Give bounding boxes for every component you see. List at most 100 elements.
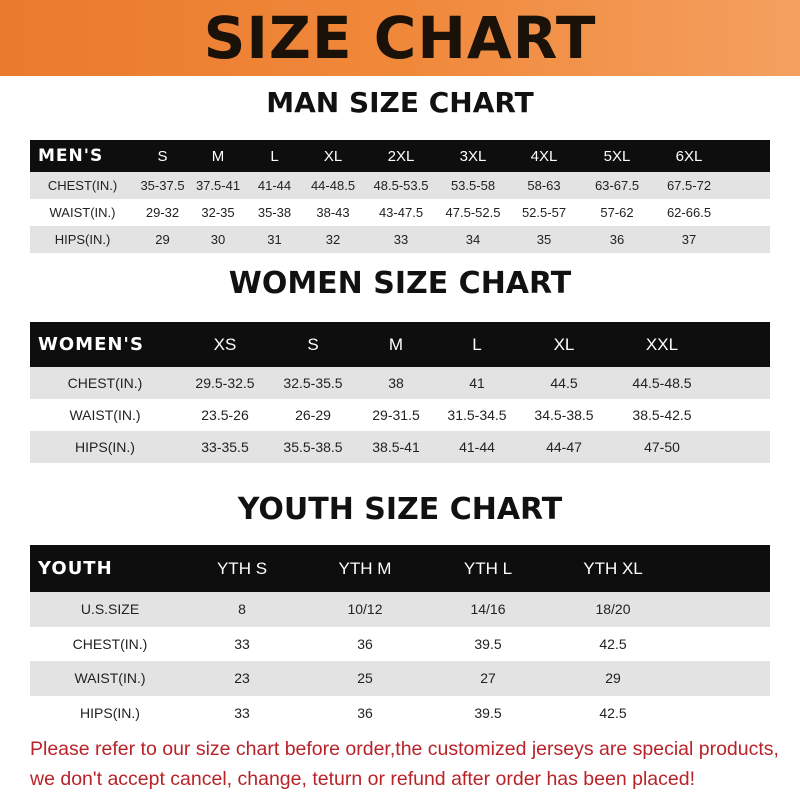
size-header-cell: YTH XL <box>540 545 686 592</box>
measurement-cell: 44-47 <box>518 431 610 463</box>
measurement-cell: 35 <box>507 226 581 253</box>
row-label-cell: U.S.SIZE <box>30 592 190 627</box>
row-filler <box>686 661 770 696</box>
measurement-cell: 23 <box>190 661 294 696</box>
order-notice: Please refer to our size chart before or… <box>30 734 790 794</box>
measurement-cell: 25 <box>294 661 436 696</box>
measurement-cell: 39.5 <box>436 626 540 661</box>
youth-section-title: YOUTH SIZE CHART <box>237 492 563 527</box>
measurement-cell: 53.5-58 <box>439 172 507 199</box>
page-title: SIZE CHART <box>203 4 597 72</box>
measurement-cell: 33-35.5 <box>180 431 270 463</box>
order-notice-line-2: we don't accept cancel, change, teturn o… <box>30 768 695 790</box>
table-row: CHEST(IN.) 29.5-32.5 32.5-35.5 38 41 44.5 44.5… <box>30 367 770 399</box>
measurement-cell: 37.5-41 <box>190 172 246 199</box>
measurement-cell: 44.5 <box>518 367 610 399</box>
measurement-cell: 42.5 <box>540 695 686 730</box>
size-header-cell: 4XL <box>507 140 581 172</box>
measurement-cell: 23.5-26 <box>180 399 270 431</box>
men-section-title: MAN SIZE CHART <box>266 86 534 119</box>
measurement-cell: 29-32 <box>135 199 190 226</box>
measurement-cell: 44-48.5 <box>303 172 363 199</box>
measurement-cell: 35.5-38.5 <box>270 431 356 463</box>
row-filler <box>686 626 770 661</box>
size-header-cell: XS <box>180 322 270 367</box>
measurement-cell: 36 <box>294 695 436 730</box>
measurement-cell: 33 <box>190 626 294 661</box>
measurement-cell: 26-29 <box>270 399 356 431</box>
measurement-cell: 29 <box>135 226 190 253</box>
measurement-cell: 32.5-35.5 <box>270 367 356 399</box>
measurement-cell: 14/16 <box>436 592 540 627</box>
measurement-cell: 35-38 <box>246 199 303 226</box>
size-header-cell: S <box>270 322 356 367</box>
measurement-cell: 29-31.5 <box>356 399 436 431</box>
row-label-cell: HIPS(IN.) <box>30 431 180 463</box>
measurement-cell: 34 <box>439 226 507 253</box>
measurement-cell: 38-43 <box>303 199 363 226</box>
row-filler <box>686 695 770 730</box>
measurement-cell: 38.5-42.5 <box>610 399 714 431</box>
row-filler <box>714 399 770 431</box>
row-filler <box>714 367 770 399</box>
header-filler <box>714 322 770 367</box>
header-label-cell: YOUTH <box>30 545 190 592</box>
measurement-cell: 41-44 <box>436 431 518 463</box>
size-header-cell: 6XL <box>653 140 725 172</box>
header-label-cell: MEN'S <box>30 140 135 172</box>
table-row: CHEST(IN.) 35-37.5 37.5-41 41-44 44-48.5 48.5… <box>30 172 770 199</box>
header-filler <box>686 545 770 592</box>
measurement-cell: 31 <box>246 226 303 253</box>
table-header-row: WOMEN'S XS S M L XL XXL <box>30 322 770 367</box>
header-label-cell: WOMEN'S <box>30 322 180 367</box>
women-size-table: WOMEN'S XS S M L XL XXL CHEST(IN.) 29.5-32.5 32.… <box>30 322 770 463</box>
men-size-table: MEN'S S M L XL 2XL 3XL 4XL 5XL 6XL CHEST(IN.) 35-3… <box>30 140 770 253</box>
measurement-cell: 34.5-38.5 <box>518 399 610 431</box>
measurement-cell: 41-44 <box>246 172 303 199</box>
table-header-row: MEN'S S M L XL 2XL 3XL 4XL 5XL 6XL <box>30 140 770 172</box>
measurement-cell: 47.5-52.5 <box>439 199 507 226</box>
row-label-cell: CHEST(IN.) <box>30 367 180 399</box>
size-header-cell: YTH M <box>294 545 436 592</box>
table-row: HIPS(IN.) 29 30 31 32 33 34 35 36 37 <box>30 226 770 253</box>
size-header-cell: XL <box>303 140 363 172</box>
size-header-cell: M <box>356 322 436 367</box>
measurement-cell: 63-67.5 <box>581 172 653 199</box>
row-filler <box>725 226 770 253</box>
row-filler <box>686 592 770 627</box>
table-row: HIPS(IN.) 33 36 39.5 42.5 <box>30 695 770 730</box>
women-section-title: WOMEN SIZE CHART <box>228 266 572 301</box>
measurement-cell: 57-62 <box>581 199 653 226</box>
measurement-cell: 33 <box>363 226 439 253</box>
measurement-cell: 62-66.5 <box>653 199 725 226</box>
order-notice-line-1: Please refer to our size chart before or… <box>30 738 779 760</box>
measurement-cell: 10/12 <box>294 592 436 627</box>
table-row: CHEST(IN.) 33 36 39.5 42.5 <box>30 626 770 661</box>
measurement-cell: 67.5-72 <box>653 172 725 199</box>
size-header-cell: XXL <box>610 322 714 367</box>
measurement-cell: 41 <box>436 367 518 399</box>
size-header-cell: S <box>135 140 190 172</box>
row-label-cell: WAIST(IN.) <box>30 661 190 696</box>
row-label-cell: WAIST(IN.) <box>30 199 135 226</box>
table-header-row: YOUTH YTH S YTH M YTH L YTH XL <box>30 545 770 592</box>
size-header-cell: 5XL <box>581 140 653 172</box>
measurement-cell: 35-37.5 <box>135 172 190 199</box>
measurement-cell: 42.5 <box>540 626 686 661</box>
measurement-cell: 43-47.5 <box>363 199 439 226</box>
size-header-cell: M <box>190 140 246 172</box>
measurement-cell: 33 <box>190 695 294 730</box>
table-row: HIPS(IN.) 33-35.5 35.5-38.5 38.5-41 41-44 44-… <box>30 431 770 463</box>
measurement-cell: 47-50 <box>610 431 714 463</box>
measurement-cell: 29.5-32.5 <box>180 367 270 399</box>
row-label-cell: CHEST(IN.) <box>30 626 190 661</box>
row-filler <box>725 172 770 199</box>
measurement-cell: 44.5-48.5 <box>610 367 714 399</box>
measurement-cell: 27 <box>436 661 540 696</box>
table-row: U.S.SIZE 8 10/12 14/16 18/20 <box>30 592 770 627</box>
measurement-cell: 48.5-53.5 <box>363 172 439 199</box>
youth-size-table: YOUTH YTH S YTH M YTH L YTH XL U.S.SIZE 8 10/1… <box>30 545 770 730</box>
table-row: WAIST(IN.) 29-32 32-35 35-38 38-43 43-47.5 47.… <box>30 199 770 226</box>
size-header-cell: 3XL <box>439 140 507 172</box>
title-banner: SIZE CHART <box>0 0 800 76</box>
